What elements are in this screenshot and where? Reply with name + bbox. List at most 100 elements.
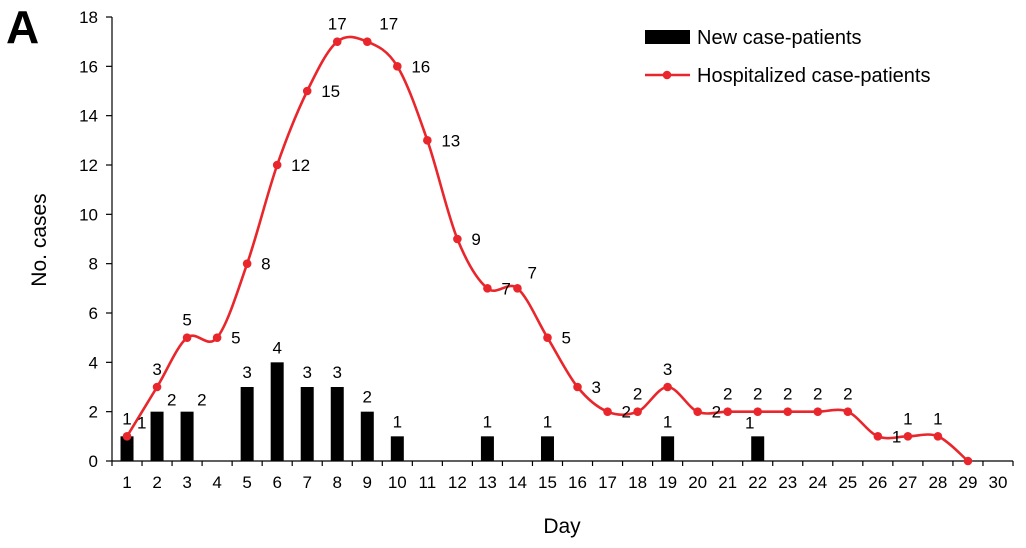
label-hospitalized-day-24: 2 bbox=[813, 385, 822, 404]
y-tick-label: 16 bbox=[79, 57, 98, 76]
point-hospitalized-day-6 bbox=[272, 160, 282, 170]
bar-new-case-day-9 bbox=[360, 411, 374, 461]
legend-label-hospitalized-case-patients: Hospitalized case-patients bbox=[697, 65, 930, 87]
point-hospitalized-day-9 bbox=[362, 37, 372, 46]
label-hospitalized-day-6: 12 bbox=[291, 156, 310, 175]
y-axis-title: No. cases bbox=[28, 193, 51, 286]
bar-new-case-day-1 bbox=[120, 436, 134, 461]
label-hospitalized-day-26: 1 bbox=[892, 427, 901, 446]
x-tick-label: 29 bbox=[958, 473, 977, 492]
x-tick-label: 25 bbox=[838, 473, 857, 492]
label-new-case-day-22: 1 bbox=[745, 413, 754, 432]
bar-new-case-day-22 bbox=[751, 436, 765, 461]
label-hospitalized-day-1: 1 bbox=[122, 409, 131, 428]
point-hospitalized-day-1 bbox=[122, 432, 132, 441]
y-tick-label: 2 bbox=[89, 403, 98, 422]
x-tick-label: 11 bbox=[419, 473, 437, 492]
x-tick-label: 28 bbox=[928, 473, 947, 492]
x-tick-label: 10 bbox=[388, 473, 407, 492]
label-new-case-day-19: 1 bbox=[663, 412, 672, 431]
label-hospitalized-day-22: 2 bbox=[753, 385, 762, 404]
point-hospitalized-day-10 bbox=[393, 62, 402, 71]
label-hospitalized-day-14: 7 bbox=[527, 263, 536, 282]
x-tick-label: 19 bbox=[658, 473, 677, 492]
point-hospitalized-day-2 bbox=[152, 382, 162, 392]
x-tick-label: 15 bbox=[538, 473, 557, 492]
point-hospitalized-day-29 bbox=[963, 456, 973, 466]
label-hospitalized-day-11: 13 bbox=[441, 131, 460, 150]
x-tick-label: 1 bbox=[122, 473, 131, 492]
legend-swatch-bar bbox=[645, 30, 690, 44]
x-axis-title: Day bbox=[543, 515, 581, 538]
bar-new-case-day-7 bbox=[300, 387, 314, 461]
x-tick-label: 30 bbox=[989, 473, 1008, 492]
label-hospitalized-day-27: 1 bbox=[903, 409, 912, 428]
label-new-case-day-7: 3 bbox=[302, 363, 311, 382]
x-tick-label: 7 bbox=[302, 473, 311, 492]
label-hospitalized-day-17: 2 bbox=[622, 403, 631, 422]
label-new-case-day-5: 3 bbox=[242, 363, 251, 382]
x-tick-label: 23 bbox=[778, 473, 797, 492]
bar-new-case-day-6 bbox=[270, 362, 284, 461]
label-hospitalized-day-25: 2 bbox=[843, 385, 852, 404]
point-hospitalized-day-12 bbox=[453, 234, 462, 244]
point-hospitalized-day-20 bbox=[693, 407, 702, 416]
y-tick-label: 12 bbox=[79, 156, 98, 175]
legend-label-new-case-patients: New case-patients bbox=[697, 27, 862, 49]
label-hospitalized-day-8: 17 bbox=[328, 15, 347, 34]
label-new-case-day-3: 2 bbox=[197, 391, 206, 410]
label-hospitalized-day-13: 7 bbox=[501, 279, 510, 298]
bar-new-case-day-5 bbox=[240, 387, 254, 461]
label-hospitalized-day-28: 1 bbox=[933, 409, 942, 428]
point-hospitalized-day-22 bbox=[753, 407, 763, 416]
bar-new-case-day-8 bbox=[330, 387, 344, 461]
label-new-case-day-10: 1 bbox=[393, 412, 402, 431]
y-tick-label: 8 bbox=[89, 255, 98, 274]
y-tick-label: 0 bbox=[89, 452, 98, 471]
label-hospitalized-day-21: 2 bbox=[723, 385, 732, 404]
label-new-case-day-8: 3 bbox=[333, 363, 342, 382]
point-hospitalized-day-17 bbox=[603, 407, 612, 416]
label-new-case-day-2: 2 bbox=[167, 391, 176, 410]
point-hospitalized-day-15 bbox=[543, 333, 552, 342]
x-tick-label: 26 bbox=[868, 473, 887, 492]
y-tick-label: 6 bbox=[89, 304, 98, 323]
x-tick-label: 4 bbox=[212, 473, 221, 492]
point-hospitalized-day-4 bbox=[212, 333, 222, 342]
x-tick-label: 9 bbox=[363, 473, 372, 492]
x-tick-label: 2 bbox=[152, 473, 161, 492]
x-tick-label: 8 bbox=[333, 473, 342, 492]
label-new-case-day-13: 1 bbox=[483, 412, 492, 431]
label-new-case-day-9: 2 bbox=[363, 388, 372, 407]
label-hospitalized-day-2: 3 bbox=[152, 360, 161, 379]
label-hospitalized-day-10: 16 bbox=[411, 57, 430, 76]
point-hospitalized-day-28 bbox=[933, 432, 943, 441]
bar-new-case-day-19 bbox=[661, 436, 675, 461]
point-hospitalized-day-3 bbox=[182, 333, 192, 342]
label-hospitalized-day-7: 15 bbox=[321, 82, 340, 101]
y-tick-label: 10 bbox=[79, 205, 98, 224]
label-hospitalized-day-5: 8 bbox=[261, 255, 270, 274]
panel-label: A bbox=[6, 1, 40, 53]
point-hospitalized-day-26 bbox=[873, 432, 883, 441]
label-hospitalized-day-19: 3 bbox=[663, 360, 672, 379]
x-tick-label: 20 bbox=[688, 473, 707, 492]
point-hospitalized-day-21 bbox=[723, 407, 732, 416]
point-hospitalized-day-16 bbox=[573, 382, 582, 392]
label-new-case-day-6: 4 bbox=[272, 338, 281, 357]
point-hospitalized-day-24 bbox=[813, 407, 823, 416]
legend-swatch-marker bbox=[662, 70, 672, 80]
label-new-case-day-1: 1 bbox=[137, 413, 146, 432]
label-hospitalized-day-15: 5 bbox=[561, 329, 570, 348]
y-tick-label: 18 bbox=[79, 8, 98, 27]
bar-new-case-day-15 bbox=[540, 436, 554, 461]
y-tick-label: 4 bbox=[89, 353, 98, 372]
label-hospitalized-day-23: 2 bbox=[783, 385, 792, 404]
point-hospitalized-day-7 bbox=[302, 86, 312, 96]
x-tick-label: 18 bbox=[628, 473, 647, 492]
x-tick-label: 16 bbox=[568, 473, 587, 492]
y-tick-label: 14 bbox=[79, 107, 98, 126]
